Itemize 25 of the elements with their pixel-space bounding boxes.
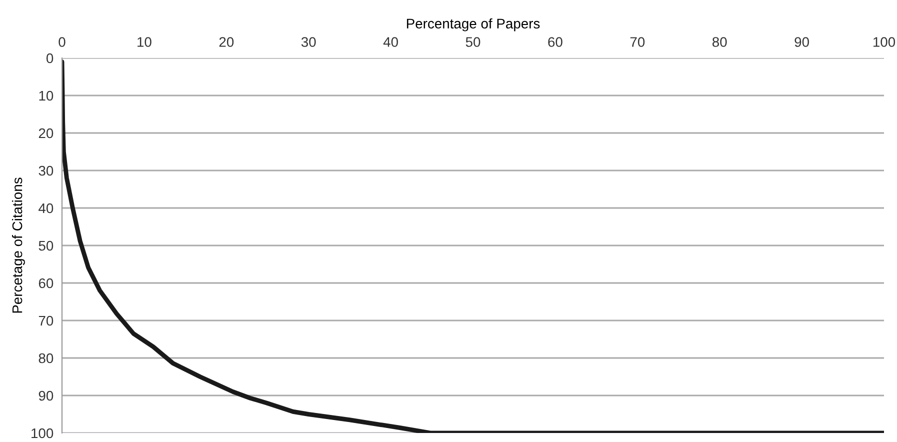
x-tick-label: 50 [466, 37, 480, 47]
line-series [62, 60, 884, 433]
x-tick-label: 30 [301, 37, 316, 47]
x-tick-label: 90 [794, 37, 809, 47]
y-tick-label: 30 [38, 166, 54, 176]
x-tick-label: 40 [383, 37, 398, 47]
y-tick-label: 80 [38, 353, 54, 364]
x-tick-label: 20 [219, 37, 234, 47]
x-tick-label: 100 [873, 37, 896, 47]
y-axis-title: Percetage of Citations [12, 178, 25, 313]
y-tick-label: 100 [32, 428, 54, 438]
y-tick-label: 50 [38, 240, 54, 251]
x-tick-label: 70 [630, 37, 645, 47]
x-axis-title: Percentage of Papers [406, 18, 540, 32]
x-tick-label: 60 [548, 37, 562, 47]
x-tick-label: 10 [138, 37, 152, 47]
y-tick-label: 0 [46, 53, 54, 64]
y-tick-label: 10 [39, 90, 54, 101]
y-tick-label: 20 [38, 128, 54, 138]
x-tick-label: 80 [712, 37, 727, 47]
y-tick-label: 90 [38, 390, 54, 401]
x-tick-label: 0 [58, 37, 66, 47]
y-tick-label: 70 [38, 316, 54, 326]
y-tick-label: 60 [38, 278, 54, 288]
y-tick-label: 40 [38, 203, 54, 214]
